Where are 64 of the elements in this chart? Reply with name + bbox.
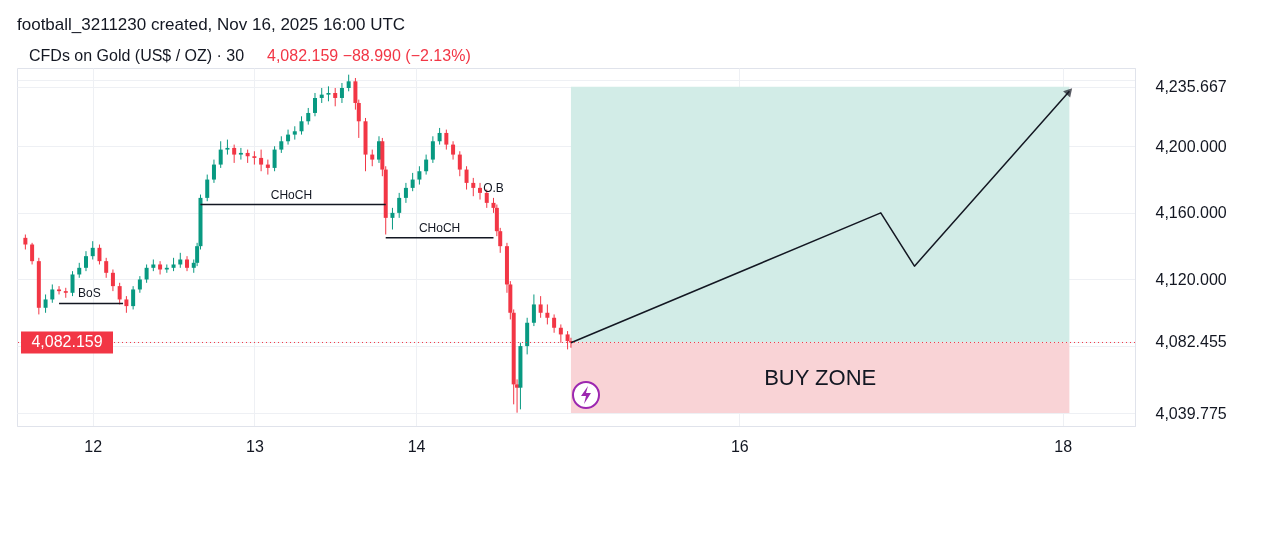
- candlestick: [410, 172, 415, 192]
- annotation: O.B: [483, 180, 504, 195]
- candlestick: [70, 270, 75, 297]
- y-tick-label: 4,235.667: [1155, 78, 1227, 96]
- annotation: CHoCH: [270, 187, 313, 202]
- candlestick: [457, 150, 462, 177]
- candlestick: [390, 207, 395, 231]
- candlestick: [403, 182, 408, 204]
- candlestick: [538, 295, 543, 319]
- candlestick: [339, 82, 344, 104]
- candlestick: [299, 115, 304, 136]
- candlestick: [424, 154, 429, 176]
- candlestick: [90, 240, 95, 260]
- y-tick-label: 4,120.000: [1155, 270, 1227, 288]
- chart-title: football_3211230 created, Nov 16, 2025 16:00 UTC: [17, 15, 406, 34]
- y-tick-label: 4,160.000: [1155, 204, 1227, 222]
- candlestick: [158, 260, 163, 275]
- candlestick: [97, 244, 102, 265]
- band-label: BUY ZONE: [764, 364, 877, 390]
- x-tick-label: 14: [407, 437, 426, 455]
- candlestick: [205, 174, 210, 202]
- candlestick: [211, 159, 216, 184]
- candlestick: [50, 283, 55, 304]
- candlestick: [104, 257, 109, 279]
- candlestick: [232, 144, 237, 164]
- candlestick: [43, 293, 48, 314]
- candlestick: [464, 165, 469, 191]
- candlestick: [525, 317, 530, 355]
- candlestick: [259, 149, 264, 172]
- candlestick: [131, 285, 136, 310]
- text: 4,082.159 −88.990 (−2.13%): [267, 47, 471, 64]
- candlestick: [218, 140, 223, 169]
- x-tick-label: 16: [730, 437, 749, 455]
- candlestick: [552, 313, 557, 334]
- candlestick: [531, 293, 536, 327]
- candlestick: [313, 92, 317, 117]
- candlestick: [397, 192, 402, 219]
- candlestick: [83, 250, 88, 272]
- candlestick: [57, 285, 62, 295]
- candlestick: [333, 87, 338, 107]
- candlestick: [252, 150, 257, 166]
- candlestick: [545, 303, 550, 325]
- chart-subtitle: CFDs on Gold (US$ / OZ) · 30: [29, 47, 245, 64]
- candlestick: [430, 135, 435, 164]
- annotation: CHoCH: [418, 220, 461, 235]
- candlestick: [272, 145, 277, 172]
- candlestick: [110, 268, 115, 292]
- candlestick: [444, 129, 449, 151]
- candlestick: [451, 140, 456, 161]
- candlestick: [478, 182, 483, 201]
- annotation: BoS: [78, 286, 101, 301]
- y-tick-label: 4,200.000: [1155, 137, 1227, 155]
- ref-line-label: 4,082.159: [31, 333, 103, 351]
- candlestick: [238, 147, 243, 161]
- candlestick: [30, 242, 35, 265]
- x-tick-label: 13: [245, 437, 264, 455]
- y-tick-label: 4,039.775: [1155, 404, 1227, 422]
- candlestick: [471, 177, 476, 197]
- candlestick: [417, 165, 422, 186]
- x-tick-label: 12: [84, 437, 103, 455]
- y-tick-label: 4,082.455: [1155, 333, 1227, 351]
- x-tick-label: 18: [1054, 437, 1073, 455]
- candlestick: [144, 263, 149, 284]
- candlestick: [117, 282, 122, 305]
